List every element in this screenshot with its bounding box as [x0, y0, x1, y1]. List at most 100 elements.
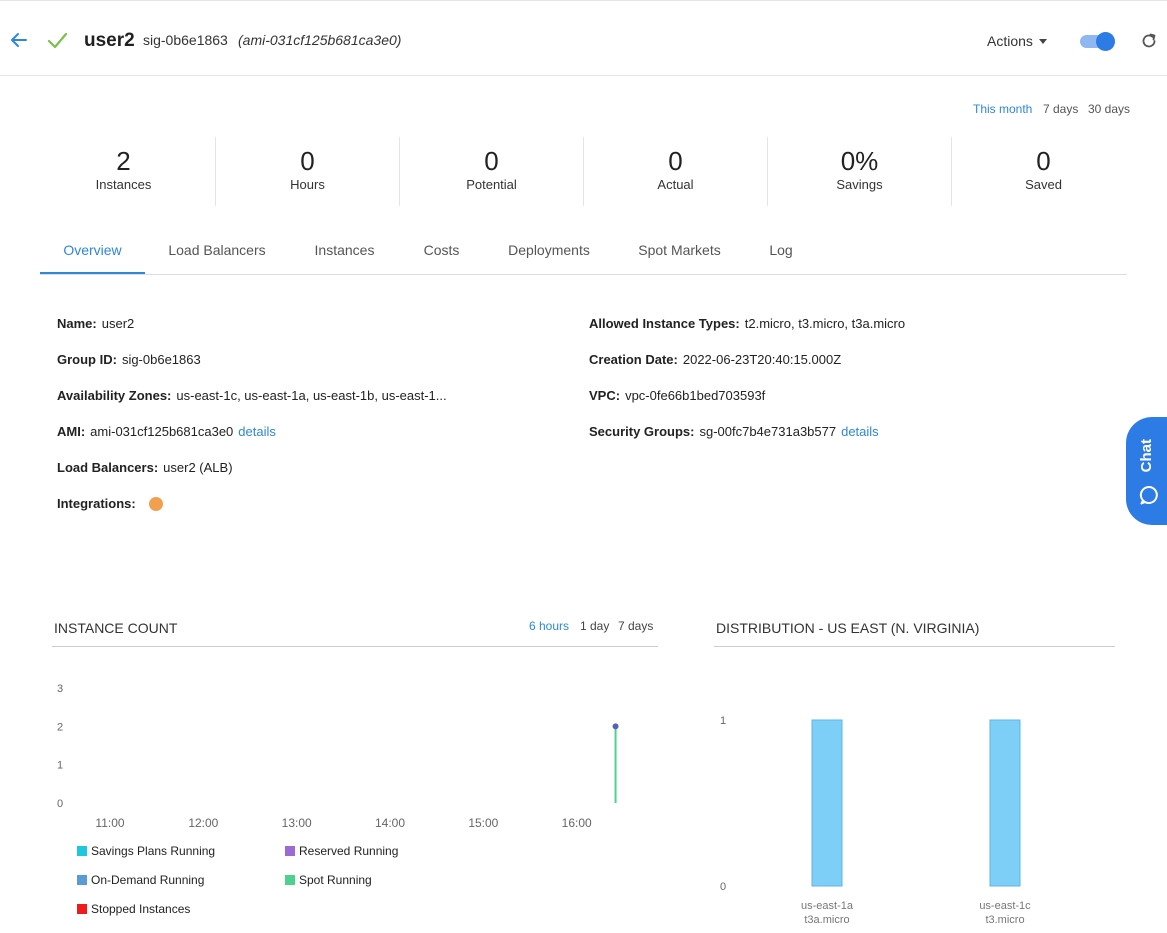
detail-key: VPC: — [589, 388, 621, 403]
detail-value: sig-0b6e1863 — [121, 352, 201, 367]
stat-value: 0 — [1036, 146, 1051, 176]
caret-down-icon — [1038, 39, 1047, 44]
tab-instances[interactable]: Instances — [314, 242, 375, 258]
stat-actual: 0 Actual — [584, 137, 768, 206]
tab-deployments[interactable]: Deployments — [508, 242, 590, 258]
detail-load-balancers: Load Balancers: user2 (ALB) — [57, 460, 233, 475]
range-6-hours[interactable]: 6 hours — [529, 619, 570, 633]
period-this-month[interactable]: This month — [973, 102, 1033, 116]
detail-ami: AMI: ami-031cf125b681ca3e0 details — [57, 424, 276, 439]
stat-instances: 2 Instances — [32, 137, 216, 206]
x-tick-label: t3.micro — [985, 914, 1024, 926]
legend-savings-plans: Savings Plans Running — [77, 844, 215, 858]
x-tick-label: t3a.micro — [804, 914, 849, 926]
actions-dropdown[interactable]: Actions — [987, 33, 1047, 49]
detail-value: t2.micro, t3.micro, t3a.micro — [744, 316, 906, 331]
y-tick-label: 2 — [57, 721, 63, 733]
legend-label: On-Demand Running — [91, 873, 205, 887]
y-tick-label: 1 — [57, 760, 63, 772]
detail-key: Allowed Instance Types: — [589, 316, 740, 331]
stat-hours: 0 Hours — [216, 137, 400, 206]
detail-key: Group ID: — [57, 352, 117, 367]
range-7-days[interactable]: 7 days — [618, 619, 654, 633]
tab-load-balancers[interactable]: Load Balancers — [168, 242, 266, 258]
legend-reserved: Reserved Running — [285, 844, 398, 858]
detail-instance-types: Allowed Instance Types: t2.micro, t3.micr… — [589, 316, 905, 331]
stat-label: Saved — [1025, 177, 1062, 192]
check-icon — [47, 32, 68, 49]
distribution-chart: 0 1 us-east-1a t3a.micro us-east-1c t3.micro — [720, 715, 1031, 926]
tab-costs[interactable]: Costs — [423, 242, 460, 258]
stat-label: Actual — [657, 177, 694, 192]
stat-label: Hours — [290, 177, 325, 192]
tab-bar: Overview Load Balancers Instances Costs … — [40, 228, 1127, 275]
legend-label: Spot Running — [299, 873, 372, 887]
x-tick-label: 11:00 — [95, 816, 124, 830]
stat-saved: 0 Saved — [952, 137, 1135, 206]
range-1-day[interactable]: 1 day — [580, 619, 610, 633]
x-tick-label: 13:00 — [282, 816, 312, 830]
detail-key: Security Groups: — [589, 424, 695, 439]
legend-spot: Spot Running — [285, 873, 372, 887]
refresh-icon[interactable] — [1140, 32, 1158, 50]
legend-swatch — [285, 846, 295, 856]
y-tick-label: 0 — [720, 881, 726, 893]
instance-count-title: INSTANCE COUNT — [54, 620, 178, 636]
ami-details-link[interactable]: details — [238, 424, 276, 439]
y-tick-label: 1 — [720, 715, 726, 727]
stat-savings: 0% Savings — [768, 137, 952, 206]
legend-swatch — [77, 904, 87, 914]
header-ami-id: (ami-031cf125b681ca3e0) — [238, 32, 402, 48]
stat-label: Potential — [466, 177, 517, 192]
legend-label: Savings Plans Running — [91, 844, 216, 858]
stat-potential: 0 Potential — [400, 137, 584, 206]
stats-row: 2 Instances 0 Hours 0 Potential 0 Actual… — [32, 137, 1135, 206]
detail-availability-zones: Availability Zones: us-east-1c, us-east-1… — [57, 388, 447, 403]
detail-value: us-east-1c, us-east-1a, us-east-1b, us-e… — [176, 388, 447, 403]
x-tick-label: us-east-1c — [979, 900, 1031, 912]
detail-key: AMI: — [57, 424, 86, 439]
instance-count-divider — [52, 646, 658, 647]
detail-key: Creation Date: — [589, 352, 678, 367]
detail-integrations: Integrations: — [57, 496, 163, 512]
period-30-days[interactable]: 30 days — [1088, 102, 1131, 116]
actions-label: Actions — [987, 33, 1033, 49]
stat-value: 0 — [668, 146, 683, 176]
chat-button[interactable]: Chat — [1126, 417, 1167, 525]
detail-value: 2022-06-23T20:40:15.000Z — [682, 352, 842, 367]
detail-vpc: VPC: vpc-0fe66b1bed703593f — [589, 388, 765, 403]
back-arrow-icon[interactable] — [8, 29, 30, 51]
stat-value: 0 — [484, 146, 499, 176]
legend-label: Reserved Running — [299, 844, 399, 858]
detail-key: Availability Zones: — [57, 388, 172, 403]
tab-log[interactable]: Log — [769, 242, 793, 258]
distribution-divider — [714, 646, 1115, 647]
legend-on-demand: On-Demand Running — [77, 873, 204, 887]
x-tick-label: 14:00 — [375, 816, 405, 830]
detail-value: sg-00fc7b4e731a3b577 — [699, 424, 837, 439]
period-7-days[interactable]: 7 days — [1043, 102, 1079, 116]
detail-name: Name: user2 — [57, 316, 134, 331]
tab-overview[interactable]: Overview — [40, 228, 145, 274]
bar — [989, 719, 1021, 887]
stat-value: 2 — [116, 146, 131, 176]
detail-key: Name: — [57, 316, 97, 331]
legend-label: Stopped Instances — [91, 902, 191, 916]
chat-bubble-icon — [1139, 485, 1158, 505]
x-tick-label: us-east-1a — [801, 900, 854, 912]
distribution-title: DISTRIBUTION - US EAST (N. VIRGINIA) — [716, 620, 980, 636]
security-groups-details-link[interactable]: details — [841, 424, 879, 439]
detail-value: ami-031cf125b681ca3e0 — [90, 424, 234, 439]
y-tick-label: 3 — [57, 683, 63, 695]
tab-spot-markets[interactable]: Spot Markets — [638, 242, 721, 258]
x-tick-label: 12:00 — [188, 816, 218, 830]
header-group-id: sig-0b6e1863 — [143, 32, 228, 48]
group-toggle[interactable] — [1080, 32, 1116, 51]
stat-value: 0% — [840, 146, 879, 176]
integration-icon[interactable] — [148, 496, 163, 511]
legend-swatch — [77, 846, 87, 856]
bar — [811, 719, 843, 887]
y-tick-label: 0 — [57, 798, 63, 810]
legend-swatch — [285, 875, 295, 885]
instance-count-chart: 0 1 2 3 11:00 12:00 13:00 14:00 15:00 16:00 — [57, 683, 619, 830]
